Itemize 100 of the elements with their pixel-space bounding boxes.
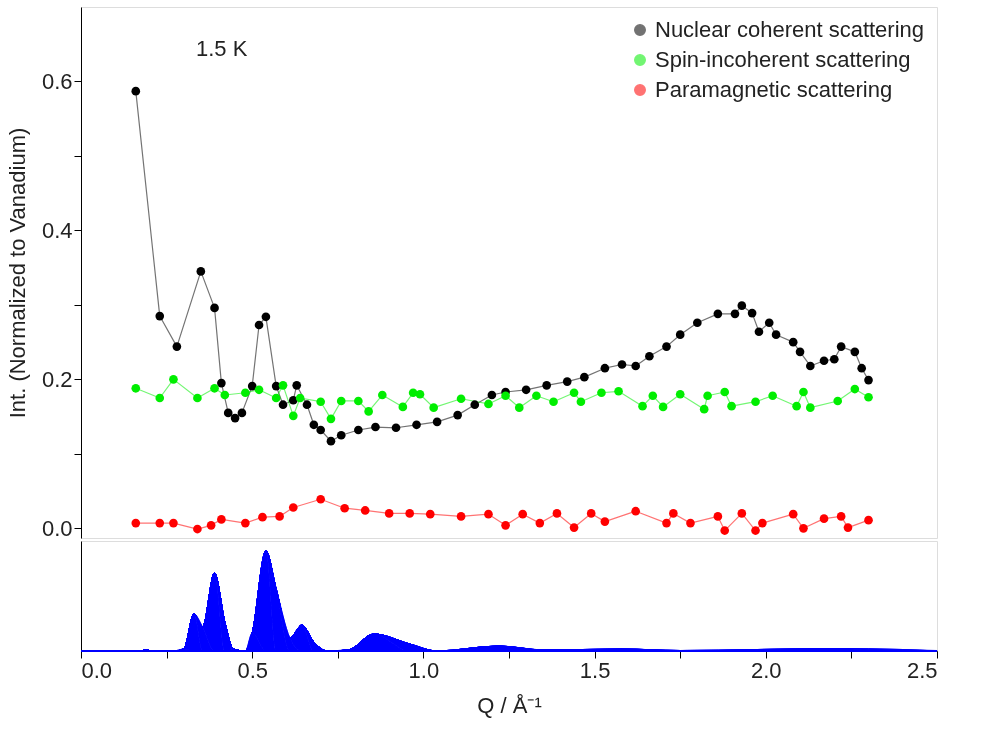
point (193, 393, 202, 403)
point (805, 361, 815, 371)
point (795, 347, 805, 357)
y-tick-label: 0.2 (41, 366, 73, 392)
point (340, 503, 349, 513)
point (836, 342, 846, 351)
point (569, 523, 579, 532)
point (316, 425, 326, 435)
point (514, 403, 524, 412)
point (819, 514, 829, 523)
point (532, 391, 541, 401)
point (412, 420, 421, 430)
point (295, 393, 305, 403)
point (836, 512, 846, 521)
point (535, 518, 545, 528)
point (169, 518, 178, 528)
point (316, 397, 326, 407)
point (241, 388, 250, 398)
point (843, 523, 853, 532)
point (788, 337, 798, 347)
point (645, 351, 654, 361)
point (864, 375, 873, 385)
point (586, 509, 596, 518)
point (751, 397, 760, 407)
point (768, 391, 777, 401)
x-tick-label: 2.0 (751, 657, 782, 683)
point (398, 402, 408, 412)
point (302, 400, 312, 410)
point (764, 318, 774, 328)
x-tick-label: 2.5 (906, 657, 938, 683)
point (292, 381, 302, 390)
point (542, 381, 551, 390)
point (131, 518, 141, 528)
point (278, 381, 288, 390)
point (377, 390, 387, 400)
point (247, 381, 257, 391)
point (569, 388, 579, 398)
point (456, 512, 466, 521)
point (631, 506, 641, 516)
point (288, 411, 298, 421)
point (850, 347, 860, 357)
point (453, 410, 462, 420)
point (713, 512, 723, 521)
x-tick-label: 1.5 (579, 657, 611, 683)
point (638, 401, 647, 411)
point (829, 354, 839, 364)
point (648, 391, 658, 401)
x-tick-label: 0.5 (237, 657, 268, 683)
point (788, 509, 798, 519)
point (805, 403, 815, 412)
point (131, 383, 141, 393)
point (172, 342, 182, 351)
point (631, 361, 641, 371)
y-tick-label: 0.0 (41, 515, 73, 541)
point (658, 402, 668, 412)
point (614, 386, 623, 396)
point (864, 392, 873, 402)
point (391, 423, 401, 433)
point (720, 526, 730, 535)
point (254, 385, 264, 395)
point (193, 524, 202, 534)
point (241, 518, 250, 528)
point (484, 509, 493, 519)
point (600, 517, 610, 526)
point (562, 377, 572, 386)
point (288, 503, 298, 512)
point (675, 389, 685, 399)
point (470, 400, 480, 410)
point (206, 521, 216, 530)
point (662, 518, 671, 528)
point (857, 363, 866, 373)
point (549, 397, 558, 407)
point (771, 330, 781, 340)
point (271, 393, 281, 403)
x-tick-label: 0.0 (81, 657, 113, 683)
point (699, 404, 709, 414)
point (737, 509, 747, 518)
point (597, 388, 606, 398)
point (792, 401, 801, 411)
annotation: 1.5 K (196, 36, 248, 61)
point (799, 524, 808, 533)
x-tick-label: 1.0 (408, 657, 440, 683)
point (336, 396, 346, 406)
point (686, 518, 695, 528)
point (261, 312, 271, 322)
point (720, 387, 730, 397)
point (237, 408, 247, 418)
point (288, 395, 298, 405)
point (258, 512, 267, 522)
point (354, 425, 363, 435)
point (425, 509, 435, 519)
point (600, 363, 610, 373)
point (833, 396, 843, 406)
point (662, 342, 671, 351)
point (576, 397, 586, 407)
y-tick-label: 0.6 (41, 68, 73, 94)
point (730, 309, 740, 319)
point (371, 422, 380, 432)
legend-label: Paramagnetic scattering (655, 77, 893, 102)
point (220, 390, 230, 400)
